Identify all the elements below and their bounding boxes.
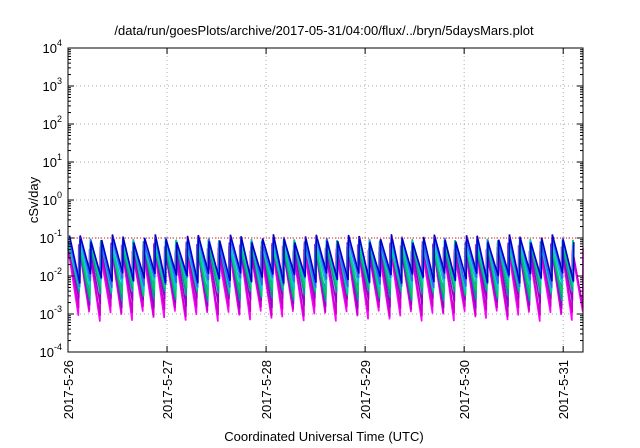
grid (68, 48, 583, 352)
y-tick-label: 10-4 (40, 342, 62, 360)
x-tick-label: 2017-5-31 (556, 360, 571, 419)
x-tick-label: 2017-5-30 (457, 360, 472, 419)
x-tick-label: 2017-5-27 (160, 360, 175, 419)
x-axis: 2017-5-26 2017-5-27 2017-5-28 2017-5-29 2017… (61, 48, 571, 419)
x-axis-label: Coordinated Universal Time (UTC) (224, 429, 423, 444)
x-tick-label: 2017-5-28 (259, 360, 274, 419)
x-tick-label: 2017-5-26 (61, 360, 76, 419)
x-tick-label: 2017-5-29 (358, 360, 373, 419)
y-tick-label: 103 (43, 76, 62, 94)
y-tick-label: 10-1 (40, 228, 62, 246)
y-tick-label: 104 (43, 38, 62, 56)
y-tick-label: 102 (43, 114, 62, 132)
y-tick-label: 10-2 (40, 266, 62, 284)
y-axis: 104 103 102 101 100 10-1 10-2 10-3 10-4 (40, 38, 583, 360)
y-tick-label: 10-3 (40, 304, 62, 322)
y-axis-label: cSv/day (26, 176, 41, 223)
series-group (67, 234, 584, 322)
series-line (68, 234, 575, 284)
y-tick-label: 101 (43, 152, 62, 170)
y-tick-label: 100 (43, 190, 62, 208)
chart-title: /data/run/goesPlots/archive/2017-05-31/0… (114, 23, 534, 38)
